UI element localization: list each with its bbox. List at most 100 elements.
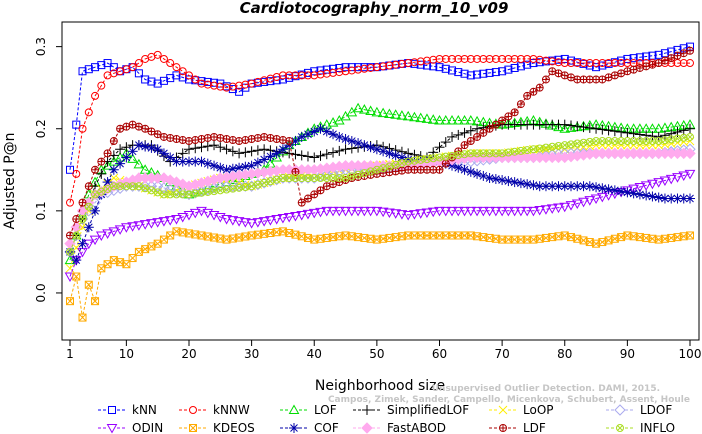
data-point [278,174,287,182]
data-point [170,185,183,197]
data-point [678,125,689,136]
data-point [321,149,332,160]
data-point [371,106,383,117]
legend: kNN kNNW LOF SimplifiedLOF LoOP LDOF ODIN KDEOS… [98,403,675,434]
data-point [477,206,489,217]
data-point [247,135,256,143]
data-point [491,149,500,158]
credit-line-2: Campos, Zimek, Sander, Campello, Micenko… [328,395,690,405]
data-point [271,148,282,159]
y-tick-label: 0.1 [34,201,48,220]
data-point [465,115,477,125]
data-point [310,67,319,76]
data-point [434,206,445,217]
data-point [540,205,552,215]
data-point [384,148,395,159]
data-point [541,75,550,84]
data-point [151,180,164,192]
series-ldf [66,46,694,240]
data-point [178,67,187,76]
data-point [303,194,312,203]
data-point [479,149,488,158]
legend-item-ldof: LDOF [606,403,672,417]
data-point [303,71,312,80]
data-point [277,144,288,155]
legend-item-knnw: kNNW [179,403,250,417]
data-point [560,59,569,68]
data-point [616,127,627,138]
data-point [353,138,364,149]
data-point [579,138,588,147]
data-point [352,206,364,217]
data-point [521,206,533,217]
data-point [164,216,176,226]
data-point [166,190,175,199]
data-point [485,68,494,77]
data-point [429,55,438,64]
data-point [290,211,301,222]
data-point [584,122,595,133]
data-point [491,68,500,77]
legend-marker [614,404,626,416]
data-point [365,105,376,115]
data-point [516,54,525,63]
data-point [529,145,538,154]
data-point [404,59,413,68]
data-point [453,129,464,140]
x-tick-label: 100 [679,347,702,361]
data-point [214,213,226,223]
data-point [116,182,125,191]
data-point [346,206,358,217]
data-point [590,194,602,205]
data-point [271,215,283,225]
data-point [653,178,665,188]
data-point [216,133,225,142]
data-point [402,110,414,121]
data-point [197,135,206,143]
legend-label: kNNW [213,403,250,417]
data-point [316,66,325,75]
data-point [197,79,206,88]
series-knnw [66,50,694,207]
data-point [108,227,120,237]
data-point [427,114,439,124]
data-point [466,149,475,158]
data-point [472,168,483,179]
data-point [460,69,469,78]
data-point [529,87,538,96]
data-point [191,136,200,145]
data-point [421,113,433,123]
legend-marker [361,422,373,434]
legend-label: LoOP [523,403,554,417]
data-point [372,63,381,72]
data-point [359,140,370,151]
data-point [196,156,207,167]
data-point [585,137,594,146]
data-point [78,215,87,224]
data-point [310,174,319,182]
data-point [472,123,483,134]
data-point [258,217,270,227]
data-point [647,131,658,142]
data-point [628,128,639,139]
legend-item-lof: LOF [280,403,337,417]
data-point [440,137,451,148]
data-point [103,149,112,158]
data-point [435,165,444,174]
data-point [315,207,326,218]
data-point [404,157,413,166]
data-point [496,206,508,217]
data-point [316,70,325,79]
data-point [447,131,458,142]
data-point [221,144,232,155]
data-point [235,81,244,90]
data-point [222,83,231,92]
data-point [452,115,464,125]
data-point [72,272,81,281]
data-point [610,137,619,146]
data-point [308,208,320,219]
legend-item-kdeos: KDEOS [179,421,255,434]
data-point [485,54,494,63]
legend-marker [616,424,624,432]
data-point [465,125,476,136]
